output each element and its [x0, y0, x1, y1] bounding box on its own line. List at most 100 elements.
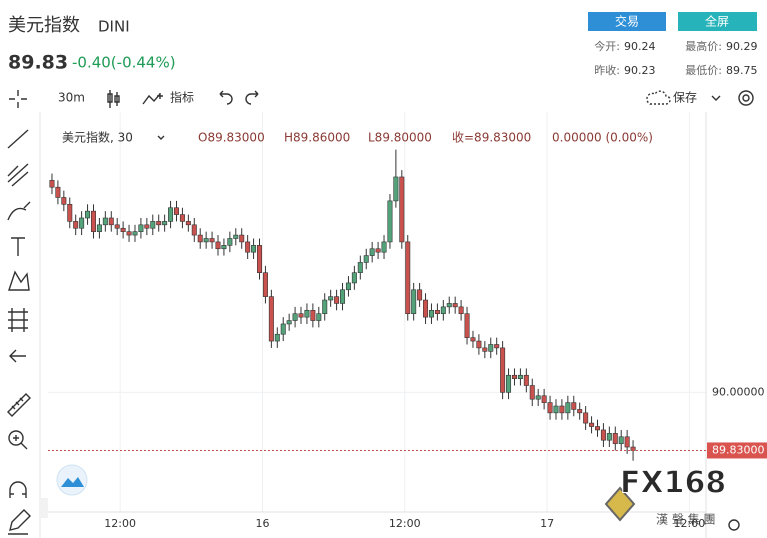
candle-body — [257, 245, 263, 273]
candle-body — [393, 176, 399, 202]
y-tick-label: 90.00000 — [712, 385, 765, 398]
undo-icon[interactable] — [219, 90, 233, 105]
indicator-icon[interactable] — [142, 93, 163, 105]
candle-body — [61, 197, 67, 205]
x-tick-label: 12:00 — [389, 517, 421, 530]
candle-body — [251, 245, 257, 253]
candle-body — [423, 299, 429, 318]
candle-body — [108, 217, 114, 226]
interval[interactable]: 30m — [58, 91, 85, 105]
trade-button-label[interactable]: 交易 — [615, 14, 639, 29]
stat-value: 89.75 — [726, 64, 758, 77]
trade-button[interactable] — [588, 12, 666, 31]
price-label: 89.83000 — [712, 443, 765, 456]
candle-body — [446, 303, 452, 308]
candle-body — [363, 255, 369, 263]
candle-body — [476, 340, 482, 349]
candle-body — [245, 241, 251, 253]
stat-label: 最低价: — [685, 64, 722, 77]
candle-body — [529, 385, 535, 400]
candle-body — [126, 231, 132, 236]
stat-value: 90.24 — [624, 40, 656, 53]
candle-body — [553, 405, 559, 414]
candle-body — [630, 446, 636, 451]
watermark-group: 漢 聲 集 團 — [656, 512, 715, 527]
plot — [48, 112, 706, 512]
watermark-brand: FX168 — [620, 466, 726, 501]
x-tick-label: 12:00 — [674, 517, 706, 530]
stat-label: 今开: — [594, 39, 620, 53]
left-tools[interactable] — [7, 129, 31, 535]
candle-body — [114, 224, 120, 229]
candle-body — [150, 221, 156, 229]
candle-body — [239, 234, 245, 243]
fullscreen-button[interactable] — [678, 12, 757, 31]
candle-body — [221, 245, 227, 250]
candle-body — [351, 272, 357, 284]
candle-body — [67, 204, 73, 222]
save[interactable]: 保存 — [673, 91, 697, 105]
candle-body — [417, 289, 423, 301]
candle-body — [310, 309, 316, 321]
x-tick-label: 12:00 — [104, 517, 136, 530]
candle-body — [73, 221, 79, 229]
candle-body — [340, 289, 346, 304]
axis-settings-icon[interactable] — [728, 519, 740, 531]
logo[interactable] — [56, 464, 88, 496]
candle-body — [589, 422, 595, 427]
candle-body — [523, 374, 529, 386]
candle-body — [55, 186, 61, 198]
candle-body — [262, 272, 268, 297]
candle-body — [79, 217, 85, 229]
cloud-icon[interactable] — [646, 90, 671, 105]
candle-body — [280, 323, 286, 335]
candle-body — [345, 282, 351, 291]
candle-body — [156, 221, 162, 226]
candle-body — [173, 207, 179, 215]
candle-body — [49, 180, 55, 188]
candle-body — [612, 433, 618, 444]
candle-body — [179, 214, 185, 222]
legend-name: 美元指数, 30 — [62, 130, 133, 145]
legend-low: L89.80000 — [368, 131, 432, 145]
candle-body — [369, 248, 375, 256]
title: 美元指数 — [8, 15, 80, 36]
fullscreen-button-label[interactable]: 全屏 — [705, 14, 729, 29]
indicators[interactable]: 指标 — [170, 90, 194, 105]
candle-type-icon[interactable] — [107, 90, 120, 108]
candle-body — [571, 402, 577, 410]
candle-body — [624, 436, 630, 448]
settings-icon[interactable] — [738, 90, 754, 106]
candle-body — [452, 303, 458, 308]
candle-body — [547, 402, 553, 414]
watermark: FX168 漢 聲 集 團 — [604, 465, 727, 527]
crosshair-icon[interactable] — [9, 90, 27, 108]
candle-body — [464, 313, 470, 338]
candle-body — [286, 320, 292, 325]
candle-body — [357, 262, 363, 273]
candle-body — [559, 405, 565, 414]
candle-body — [132, 231, 138, 236]
redo-icon — [245, 90, 259, 105]
stat-label: 最高价: — [685, 39, 722, 53]
scroll-handle[interactable] — [41, 498, 48, 518]
candle-body — [535, 395, 541, 400]
candle-body — [500, 347, 506, 393]
candle-body — [488, 344, 494, 352]
candle-body — [334, 296, 340, 304]
legend-menu-icon[interactable] — [157, 135, 165, 140]
candle-body — [511, 374, 517, 379]
candle-body — [428, 309, 434, 318]
stat-label: 昨收: — [594, 63, 620, 77]
candle-body — [162, 221, 168, 226]
x-tick-label: 17 — [540, 517, 554, 530]
save-menu-icon[interactable] — [711, 95, 721, 101]
candle-body — [577, 409, 583, 414]
candle-body — [381, 241, 387, 253]
candle-body — [375, 248, 381, 253]
legend-high: H89.86000 — [284, 131, 350, 145]
candle-body — [565, 402, 571, 414]
candle-body — [102, 217, 108, 226]
